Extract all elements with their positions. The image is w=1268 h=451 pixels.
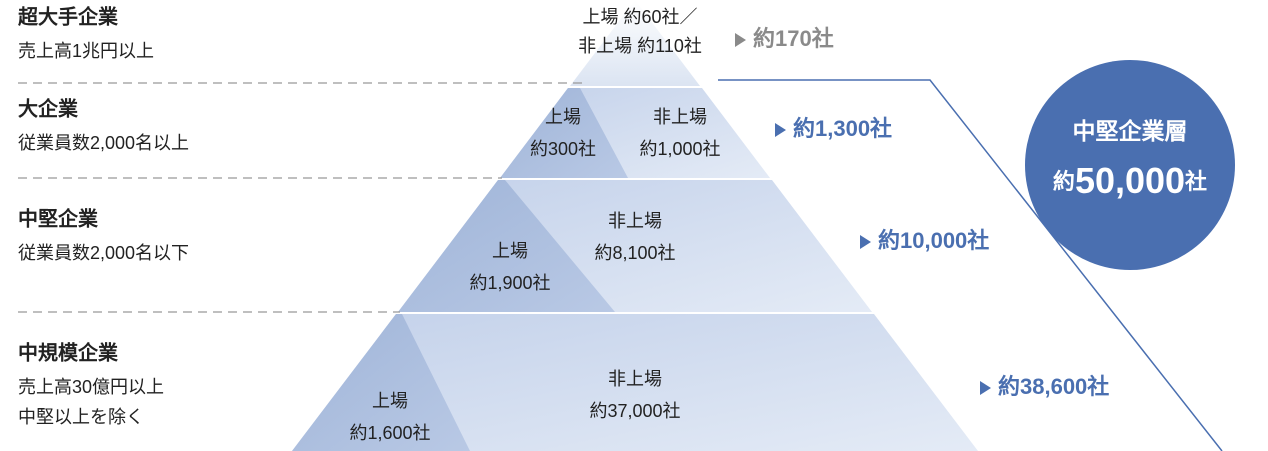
bracket-line [718, 79, 1223, 451]
tier-listed [398, 180, 615, 312]
tier [292, 314, 978, 451]
arrow [735, 33, 746, 47]
tier-criteria: 従業員数2,000名以上 [18, 133, 189, 153]
arrow [860, 235, 871, 249]
tier-criteria: 従業員数2,000名以下 [18, 243, 189, 263]
tier-listed [292, 314, 470, 451]
listed-label: 上場 [492, 241, 528, 261]
tier-listed [500, 88, 628, 178]
listed-label: 上場 [545, 107, 581, 127]
arrow [775, 123, 786, 137]
tier-total: 約1,300社 [793, 116, 892, 141]
suffix: 社 [1185, 169, 1207, 194]
pyramid [292, 0, 978, 451]
tier-name: 大企業 [18, 96, 79, 120]
tier-inner: 非上場 約110社 [578, 36, 702, 56]
tier-name: 中規模企業 [18, 340, 119, 364]
tier-inner: 上場 約60社／ [582, 7, 697, 27]
tier-criteria: 中堅以上を除く [18, 407, 144, 427]
listed-label: 約300社 [530, 139, 596, 159]
dividers [18, 82, 588, 313]
listed-label: 約1,600社 [349, 423, 430, 443]
tier-total: 約170社 [753, 26, 834, 51]
circle-title: 中堅企業層 [1073, 118, 1188, 144]
tier-total: 約38,600社 [998, 374, 1109, 399]
listed-label: 約1,900社 [469, 273, 550, 293]
tier-name: 中堅企業 [18, 206, 99, 230]
summary-circle [1025, 60, 1235, 270]
tier-total: 約10,000社 [878, 228, 989, 253]
unlisted-label: 約8,100社 [594, 243, 675, 263]
tier-top [570, 0, 700, 86]
number: 50,000 [1075, 160, 1185, 201]
circle-total: 約50,000社 [1053, 160, 1207, 201]
unlisted-label: 非上場 [608, 369, 662, 389]
prefix: 約 [1053, 169, 1075, 194]
listed-label: 上場 [372, 391, 408, 411]
unlisted-label: 約1,000社 [639, 139, 720, 159]
tier-criteria: 売上高30億円以上 [18, 377, 164, 397]
tier-name: 超大手企業 [17, 4, 119, 28]
tier-criteria: 売上高1兆円以上 [18, 41, 154, 61]
unlisted-label: 非上場 [653, 107, 707, 127]
unlisted-label: 約37,000社 [589, 401, 680, 421]
arrow [980, 381, 991, 395]
unlisted-label: 非上場 [608, 211, 662, 231]
